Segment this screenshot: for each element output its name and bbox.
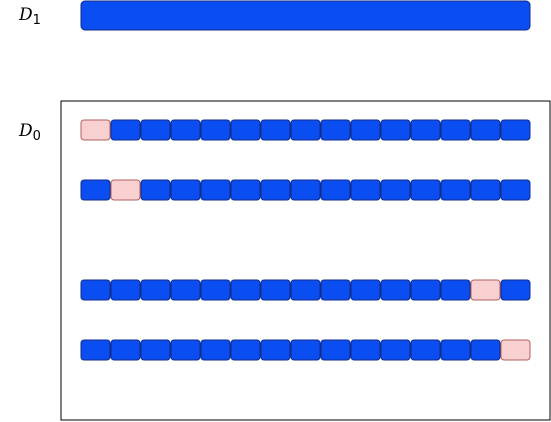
cell (171, 180, 200, 200)
d1-label-subscript: 1 (33, 13, 41, 28)
d1-label: D1 (18, 5, 41, 28)
cell (501, 120, 530, 140)
cell (201, 120, 230, 140)
cell (381, 280, 410, 300)
cell (321, 180, 350, 200)
highlighted-cell (81, 120, 110, 140)
d0-label: D0 (18, 121, 41, 144)
cell (231, 280, 260, 300)
d1-bar (81, 1, 530, 30)
cell (141, 180, 170, 200)
cell (231, 120, 260, 140)
cell (351, 340, 380, 360)
cell (441, 180, 470, 200)
cell (351, 180, 380, 200)
cell (141, 280, 170, 300)
cell (471, 340, 500, 360)
cell (321, 120, 350, 140)
d0-row-4 (81, 340, 530, 360)
cell (411, 120, 440, 140)
cell (321, 340, 350, 360)
cell (171, 280, 200, 300)
cell (171, 120, 200, 140)
cell (111, 120, 140, 140)
cell (411, 280, 440, 300)
d0-row-3 (81, 280, 530, 300)
cell (441, 280, 470, 300)
highlighted-cell (471, 280, 500, 300)
cell (141, 120, 170, 140)
cell (111, 340, 140, 360)
cell (471, 180, 500, 200)
d0-label-base: D (18, 121, 33, 141)
cell (81, 340, 110, 360)
d0-row-2 (81, 180, 530, 200)
cell (351, 280, 380, 300)
highlighted-cell (111, 180, 140, 200)
cell (291, 180, 320, 200)
cell (441, 120, 470, 140)
cell (141, 340, 170, 360)
cell (231, 180, 260, 200)
cell (411, 180, 440, 200)
cell (81, 280, 110, 300)
cell (201, 180, 230, 200)
d0-rows (81, 120, 530, 360)
d1-label-base: D (18, 5, 33, 25)
cell (381, 120, 410, 140)
d0-row-1 (81, 120, 530, 140)
cell (381, 180, 410, 200)
cell (441, 340, 470, 360)
d0-box (61, 101, 550, 420)
cell (81, 180, 110, 200)
cell (291, 340, 320, 360)
cell (501, 280, 530, 300)
cell (201, 340, 230, 360)
d0-label-subscript: 0 (33, 129, 41, 144)
cell (381, 340, 410, 360)
cell (261, 180, 290, 200)
cell (471, 120, 500, 140)
cell (291, 120, 320, 140)
cell (291, 280, 320, 300)
cell (261, 120, 290, 140)
cell (411, 340, 440, 360)
cell (501, 180, 530, 200)
cell (261, 280, 290, 300)
highlighted-cell (501, 340, 530, 360)
cell (351, 120, 380, 140)
cell (231, 340, 260, 360)
cell (261, 340, 290, 360)
cell (201, 280, 230, 300)
cell (321, 280, 350, 300)
cell (171, 340, 200, 360)
cell (111, 280, 140, 300)
